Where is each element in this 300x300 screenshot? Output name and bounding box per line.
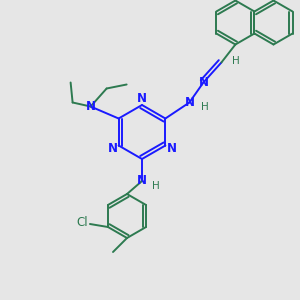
Text: N: N [198,76,208,89]
Text: H: H [200,101,208,112]
Text: H: H [152,181,160,191]
Text: N: N [184,96,194,109]
Text: N: N [137,92,147,104]
Text: N: N [137,175,147,188]
Text: H: H [232,56,239,65]
Text: N: N [108,142,118,155]
Text: Cl: Cl [76,215,88,229]
Text: N: N [167,142,176,155]
Text: N: N [85,100,96,113]
